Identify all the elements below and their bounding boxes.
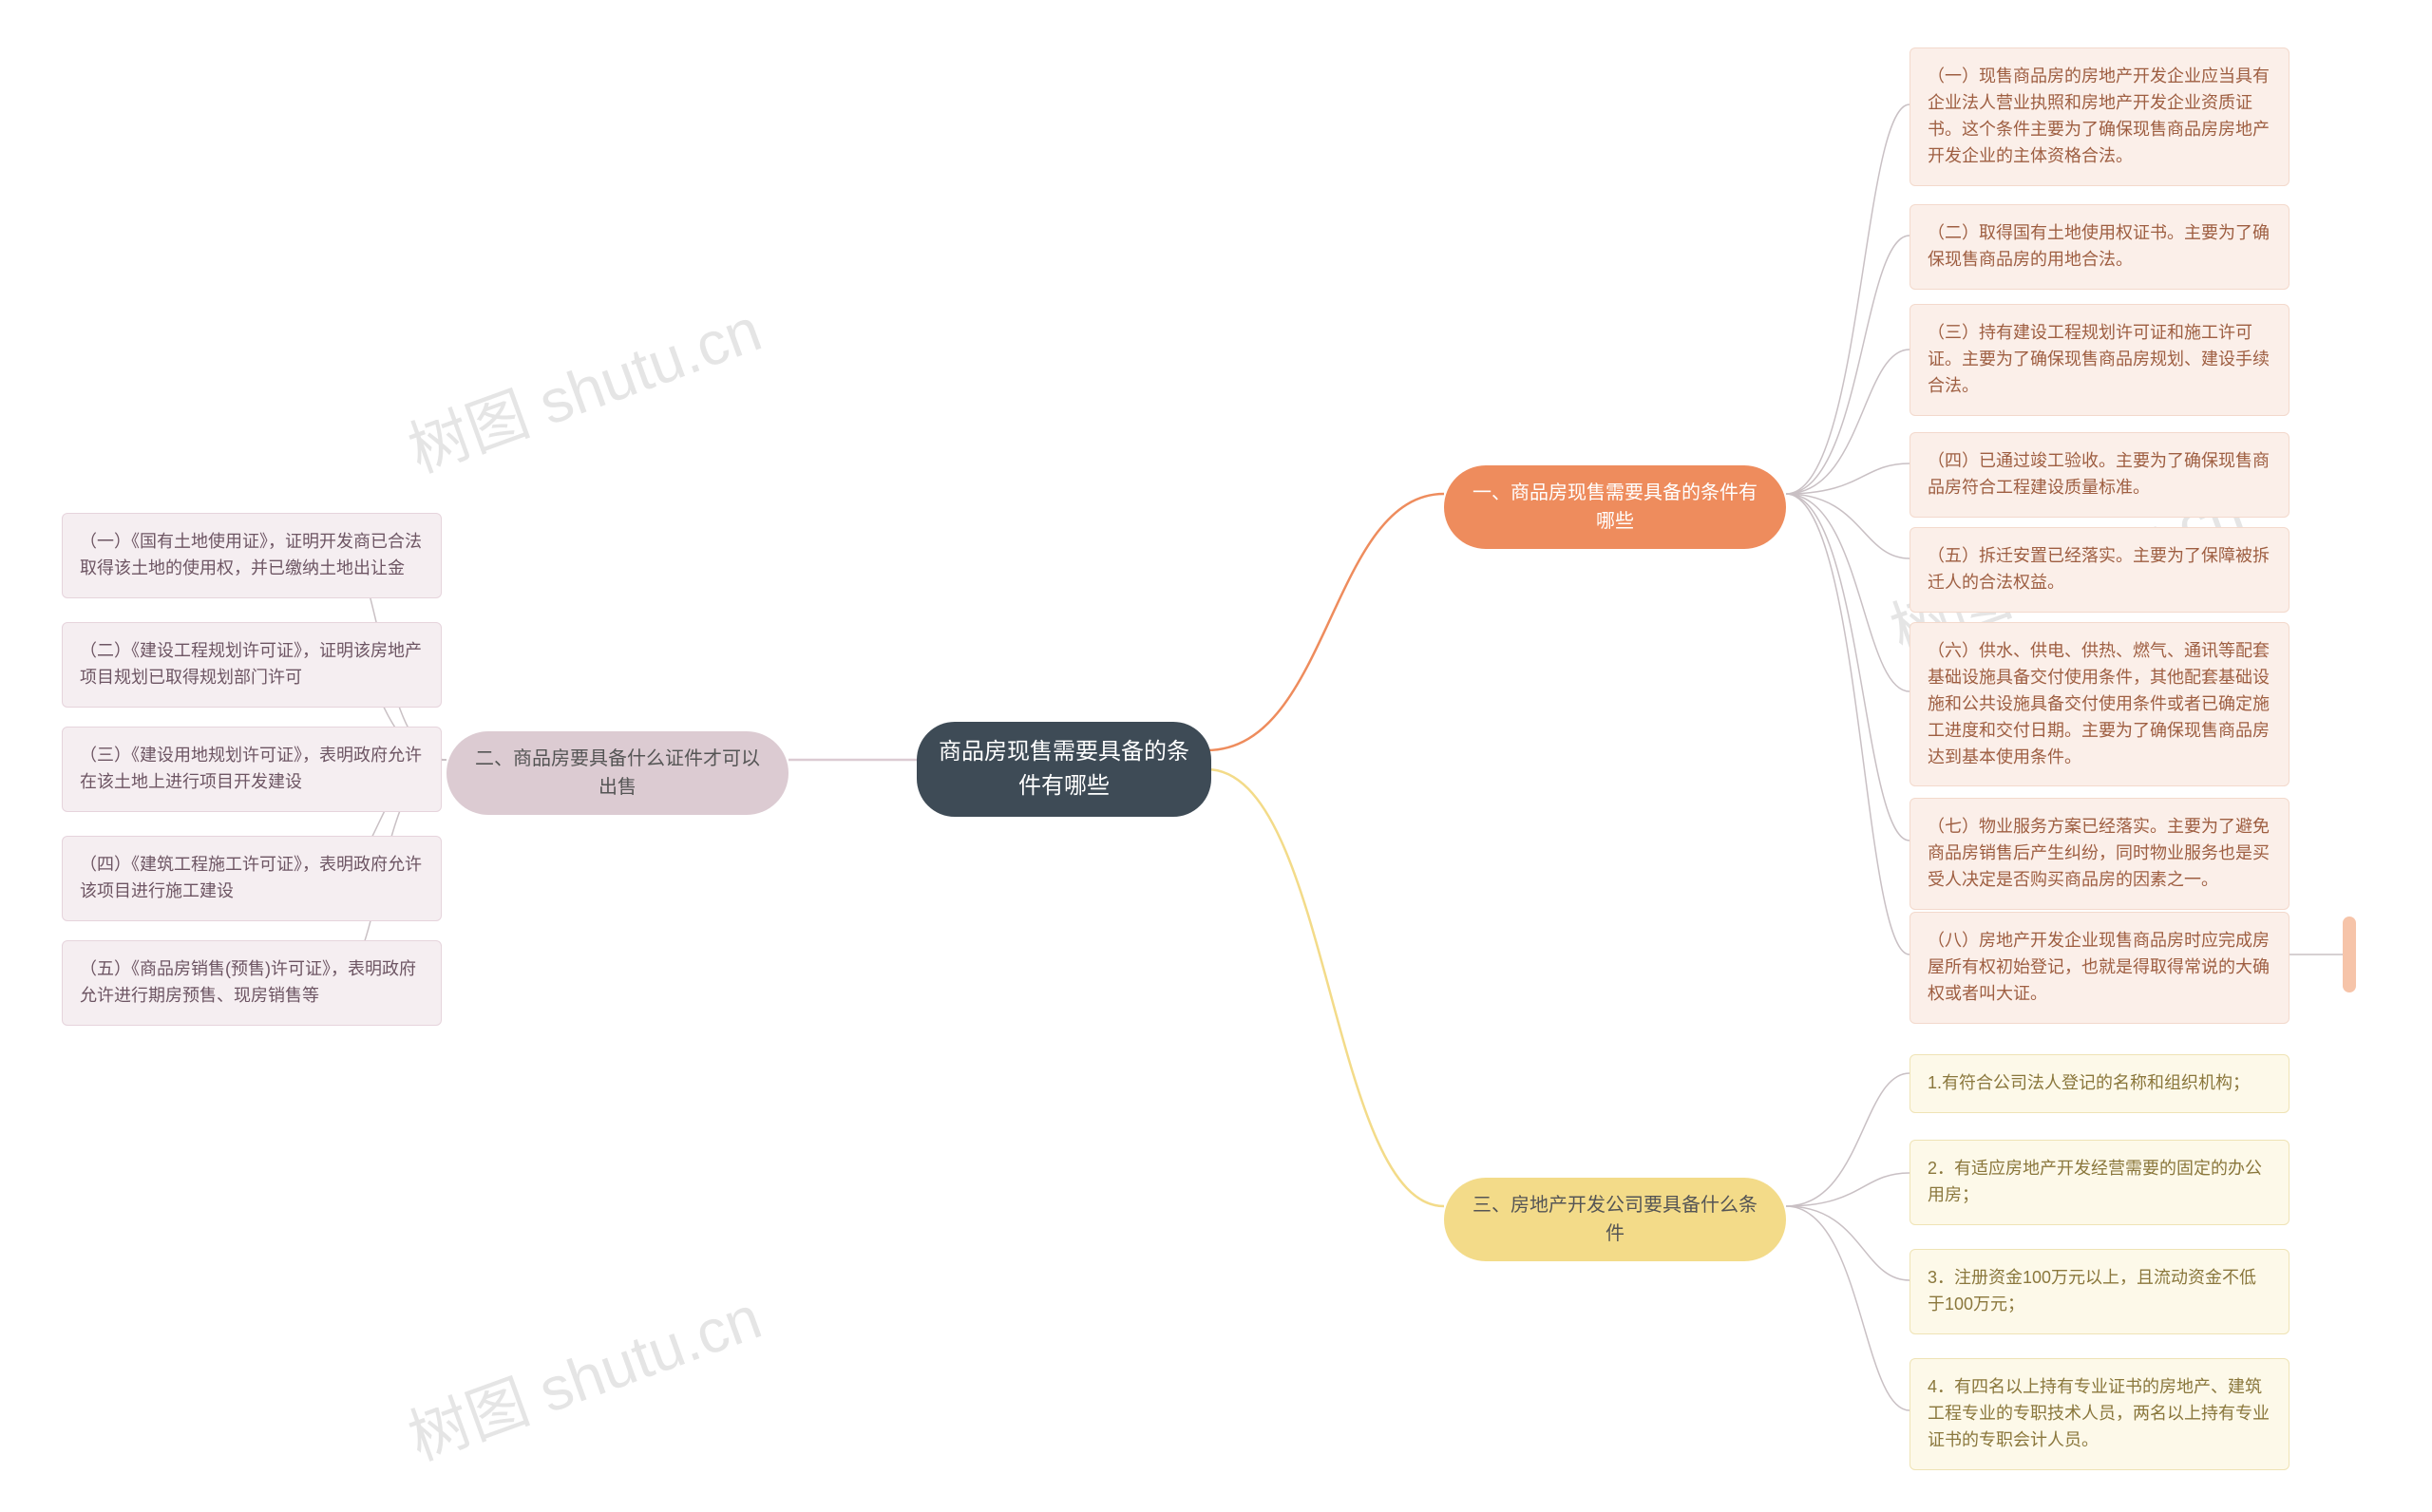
leaf-text: （七）物业服务方案已经落实。主要为了避免商品房销售后产生纠纷，同时物业服务也是买…: [1928, 817, 2270, 889]
leaf-text: 4．有四名以上持有专业证书的房地产、建筑工程专业的专职技术人员，两名以上持有专业…: [1928, 1377, 2270, 1449]
leaf-b2-1[interactable]: （一）《国有土地使用证》，证明开发商已合法取得该土地的使用权，并已缴纳土地出让金: [62, 513, 442, 598]
leaf-b1-3[interactable]: （三）持有建设工程规划许可证和施工许可证。主要为了确保现售商品房规划、建设手续合…: [1910, 304, 2290, 416]
leaf-b3-4[interactable]: 4．有四名以上持有专业证书的房地产、建筑工程专业的专职技术人员，两名以上持有专业…: [1910, 1358, 2290, 1470]
leaf-b1-2[interactable]: （二）取得国有土地使用权证书。主要为了确保现售商品房的用地合法。: [1910, 204, 2290, 290]
leaf-text: （五）拆迁安置已经落实。主要为了保障被拆迁人的合法权益。: [1928, 546, 2270, 592]
branch-label: 二、商品房要具备什么证件才可以出售: [467, 745, 768, 802]
leaf-b1-8-cap: [2343, 917, 2356, 992]
center-text: 商品房现售需要具备的条件有哪些: [938, 735, 1190, 803]
leaf-b2-2[interactable]: （二）《建设工程规划许可证》，证明该房地产项目规划已取得规划部门许可: [62, 622, 442, 708]
leaf-text: （四）《建筑工程施工许可证》，表明政府允许该项目进行施工建设: [80, 855, 422, 900]
branch-node-3[interactable]: 三、房地产开发公司要具备什么条件: [1444, 1178, 1786, 1261]
leaf-b2-3[interactable]: （三）《建设用地规划许可证》，表明政府允许在该土地上进行项目开发建设: [62, 727, 442, 812]
leaf-text: 2．有适应房地产开发经营需要的固定的办公用房；: [1928, 1159, 2262, 1204]
leaf-b2-4[interactable]: （四）《建筑工程施工许可证》，表明政府允许该项目进行施工建设: [62, 836, 442, 921]
watermark: 树图 shutu.cn: [395, 281, 771, 489]
leaf-text: （五）《商品房销售(预售)许可证》，表明政府允许进行期房预售、现房销售等: [80, 959, 416, 1005]
leaf-b1-6[interactable]: （六）供水、供电、供热、燃气、通讯等配套基础设施具备交付使用条件，其他配套基础设…: [1910, 622, 2290, 786]
leaf-b3-3[interactable]: 3．注册资金100万元以上，且流动资金不低于100万元；: [1910, 1249, 2290, 1334]
leaf-text: （一）《国有土地使用证》，证明开发商已合法取得该土地的使用权，并已缴纳土地出让金: [80, 532, 422, 577]
mindmap-center[interactable]: 商品房现售需要具备的条件有哪些: [917, 722, 1211, 817]
leaf-text: （二）取得国有土地使用权证书。主要为了确保现售商品房的用地合法。: [1928, 223, 2270, 269]
leaf-text: （四）已通过竣工验收。主要为了确保现售商品房符合工程建设质量标准。: [1928, 451, 2270, 497]
branch-label: 一、商品房现售需要具备的条件有哪些: [1465, 479, 1765, 536]
watermark: 树图 shutu.cn: [395, 1269, 771, 1477]
leaf-text: （一）现售商品房的房地产开发企业应当具有企业法人营业执照和房地产开发企业资质证书…: [1928, 66, 2270, 165]
branch-node-2[interactable]: 二、商品房要具备什么证件才可以出售: [446, 731, 788, 815]
leaf-b1-1[interactable]: （一）现售商品房的房地产开发企业应当具有企业法人营业执照和房地产开发企业资质证书…: [1910, 47, 2290, 186]
leaf-text: （六）供水、供电、供热、燃气、通讯等配套基础设施具备交付使用条件，其他配套基础设…: [1928, 641, 2270, 766]
leaf-text: （二）《建设工程规划许可证》，证明该房地产项目规划已取得规划部门许可: [80, 641, 422, 687]
leaf-b3-2[interactable]: 2．有适应房地产开发经营需要的固定的办公用房；: [1910, 1140, 2290, 1225]
leaf-text: 3．注册资金100万元以上，且流动资金不低于100万元；: [1928, 1268, 2256, 1314]
leaf-b1-4[interactable]: （四）已通过竣工验收。主要为了确保现售商品房符合工程建设质量标准。: [1910, 432, 2290, 518]
leaf-text: （八）房地产开发企业现售商品房时应完成房屋所有权初始登记，也就是得取得常说的大确…: [1928, 931, 2270, 1003]
leaf-text: 1.有符合公司法人登记的名称和组织机构；: [1928, 1073, 2250, 1092]
branch-node-1[interactable]: 一、商品房现售需要具备的条件有哪些: [1444, 465, 1786, 549]
leaf-b2-5[interactable]: （五）《商品房销售(预售)许可证》，表明政府允许进行期房预售、现房销售等: [62, 940, 442, 1026]
leaf-text: （三）持有建设工程规划许可证和施工许可证。主要为了确保现售商品房规划、建设手续合…: [1928, 323, 2270, 395]
leaf-b1-5[interactable]: （五）拆迁安置已经落实。主要为了保障被拆迁人的合法权益。: [1910, 527, 2290, 613]
leaf-b3-1[interactable]: 1.有符合公司法人登记的名称和组织机构；: [1910, 1054, 2290, 1113]
branch-label: 三、房地产开发公司要具备什么条件: [1465, 1191, 1765, 1248]
leaf-text: （三）《建设用地规划许可证》，表明政府允许在该土地上进行项目开发建设: [80, 746, 422, 791]
leaf-b1-8[interactable]: （八）房地产开发企业现售商品房时应完成房屋所有权初始登记，也就是得取得常说的大确…: [1910, 912, 2290, 1024]
leaf-b1-7[interactable]: （七）物业服务方案已经落实。主要为了避免商品房销售后产生纠纷，同时物业服务也是买…: [1910, 798, 2290, 910]
